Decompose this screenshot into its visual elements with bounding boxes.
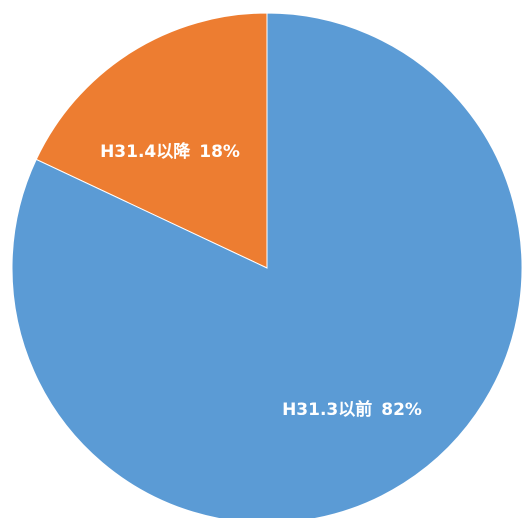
- pie-slice-2: [11, 12, 523, 518]
- slice-percent: 82%: [381, 400, 422, 420]
- slice-category: H31.3以前: [282, 399, 372, 420]
- pie-slice-label-1: H31.4以降 18%: [100, 141, 240, 162]
- pie-slice-label-2: H31.3以前 82%: [282, 399, 422, 420]
- pie-slices: [11, 12, 523, 518]
- slice-percent: 18%: [199, 142, 240, 162]
- pie-slice-1: [35, 12, 268, 269]
- slice-category: H31.4以降: [100, 141, 191, 162]
- pie-labels: H31.4以降 18% H31.3以前 82%: [100, 141, 422, 420]
